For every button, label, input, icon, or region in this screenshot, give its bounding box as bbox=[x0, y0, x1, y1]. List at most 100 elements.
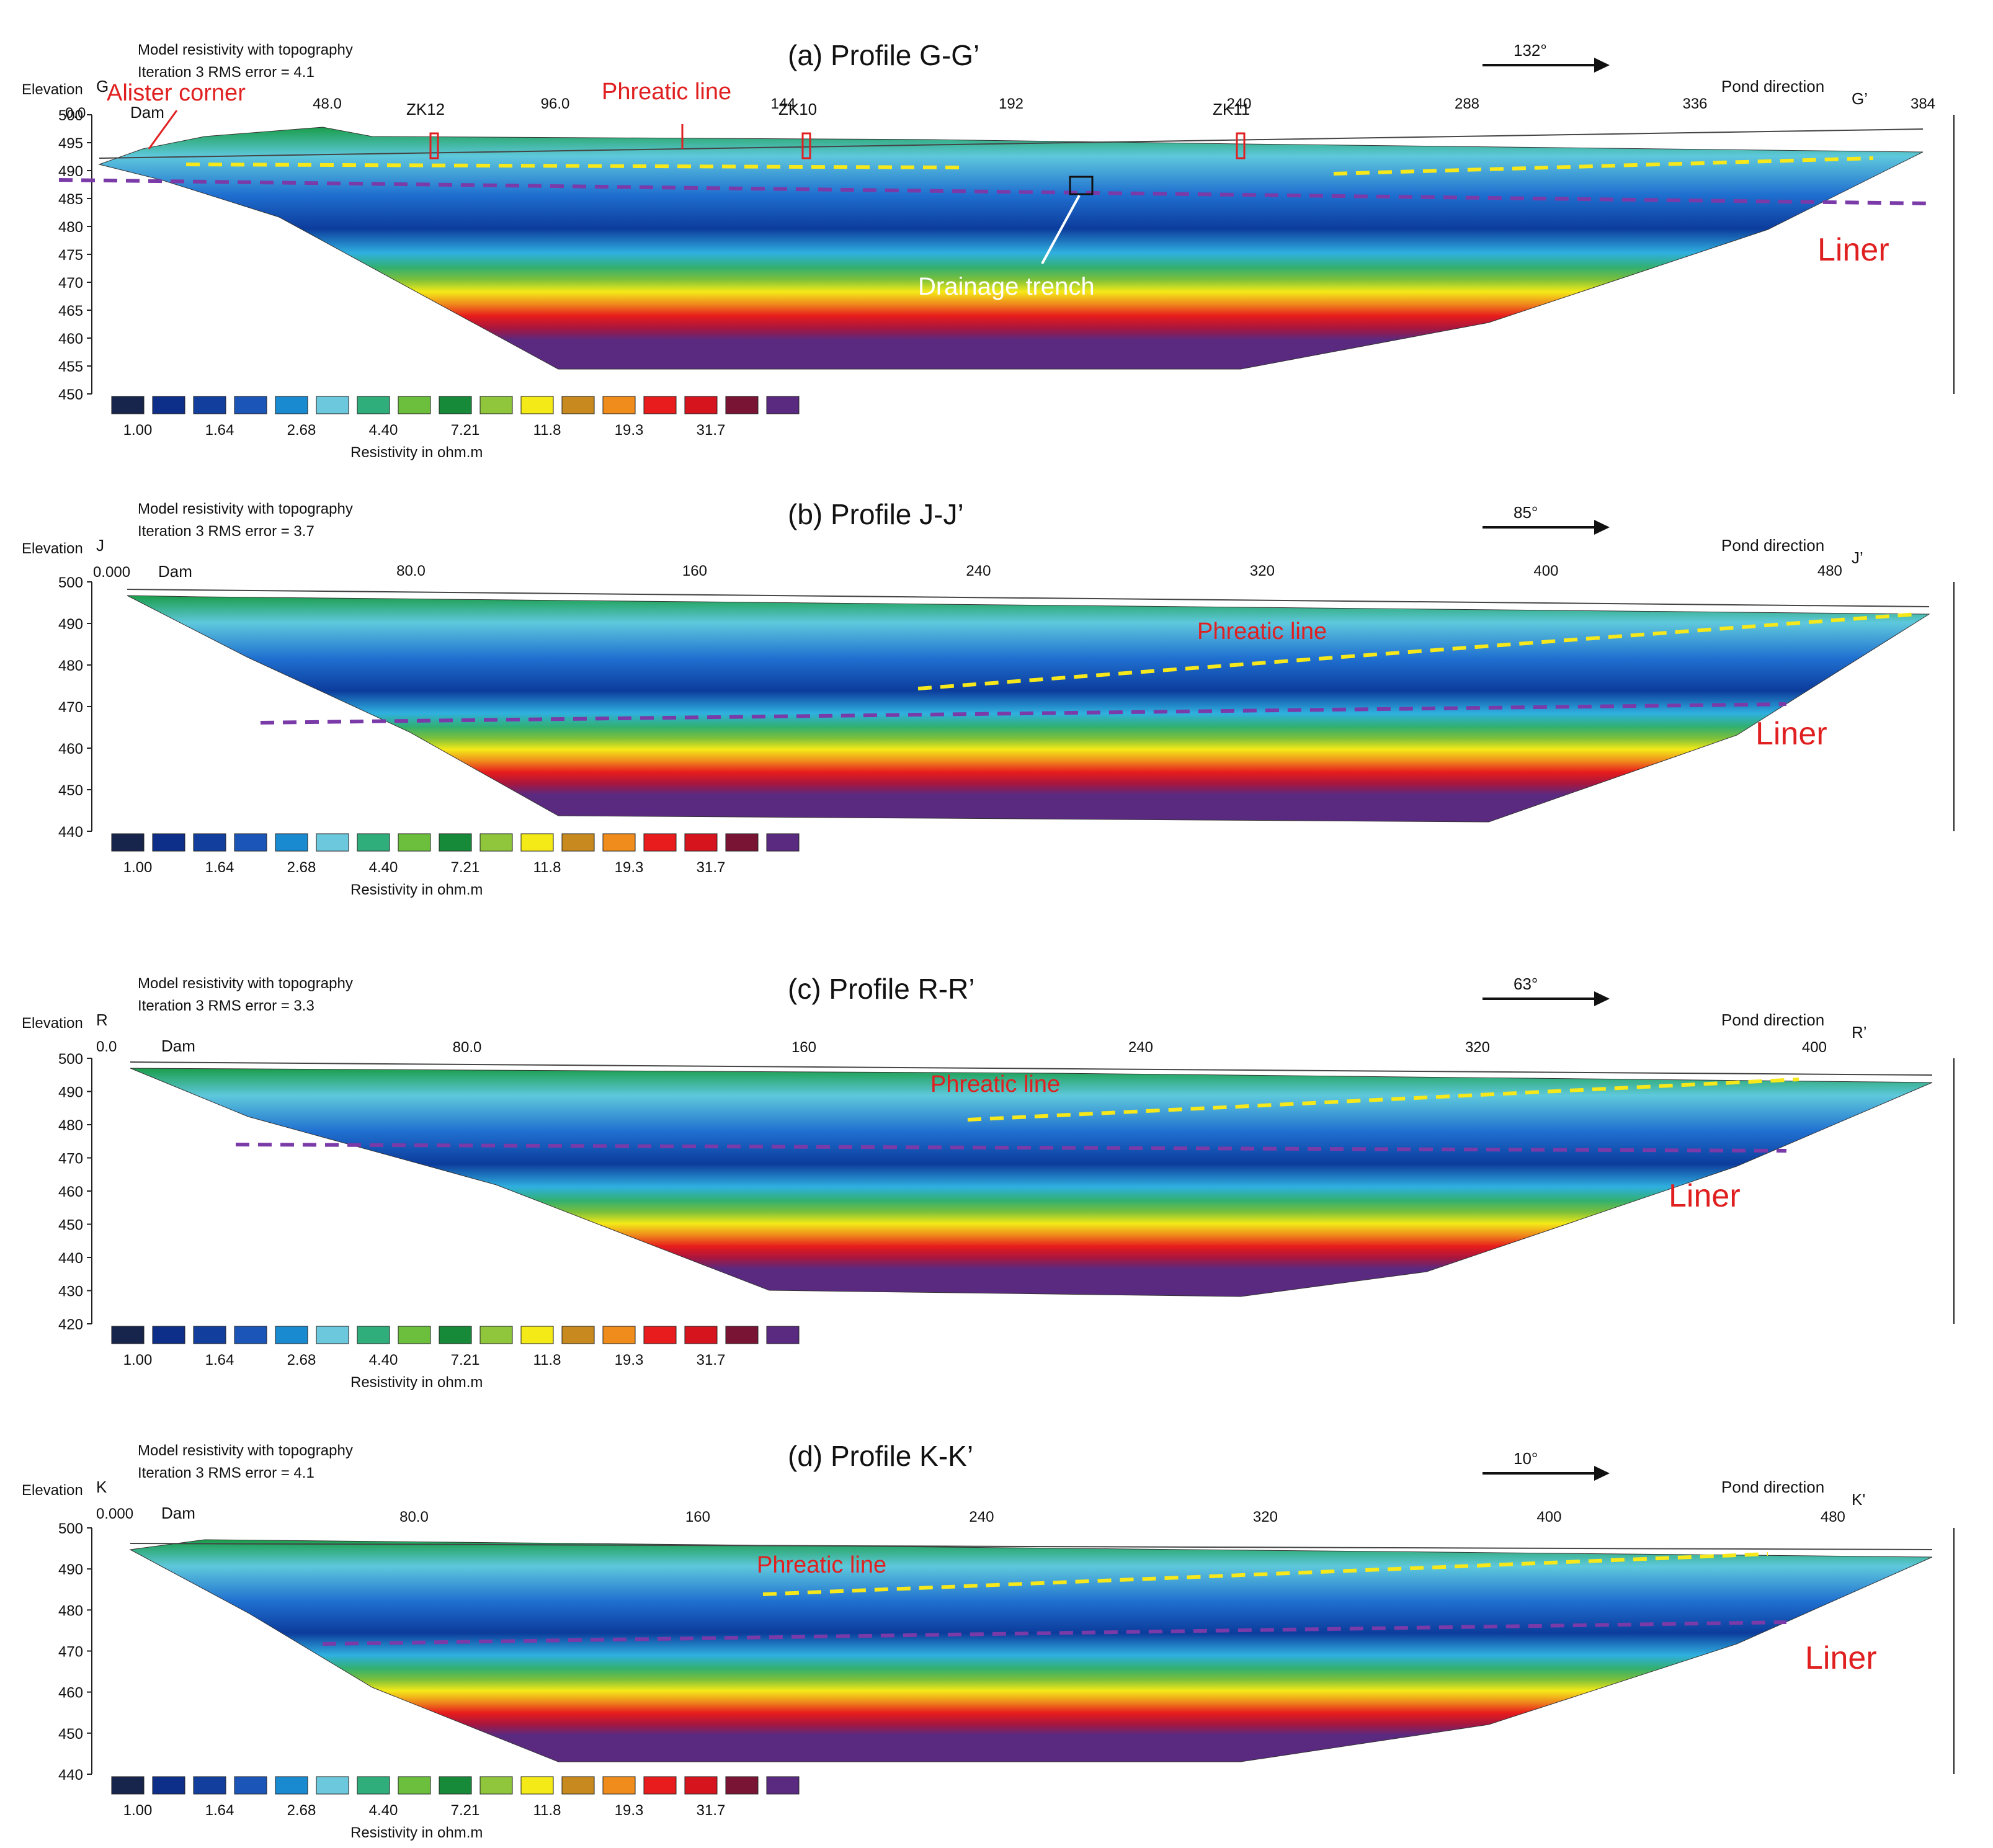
y-tick-label: 450 bbox=[58, 1726, 83, 1743]
legend-swatch bbox=[520, 1326, 554, 1344]
x-tick-label: 240 bbox=[1128, 1039, 1153, 1056]
legend-swatch bbox=[111, 1326, 145, 1344]
y-tick-label: 450 bbox=[58, 1217, 83, 1234]
zero-label: 0.0 bbox=[96, 1038, 117, 1055]
liner-label: Liner bbox=[1669, 1178, 1741, 1214]
start-label: G bbox=[96, 77, 109, 96]
legend-label: 1.00 bbox=[123, 422, 153, 439]
legend-swatch bbox=[316, 1776, 349, 1795]
legend-swatch bbox=[520, 1776, 554, 1795]
x-tick-label: 80.0 bbox=[396, 563, 426, 579]
legend-swatch bbox=[766, 833, 800, 852]
topography-line bbox=[127, 589, 1930, 607]
legend-label: 1.00 bbox=[123, 1352, 153, 1368]
legend-label: 1.00 bbox=[123, 859, 153, 876]
legend-swatch bbox=[398, 1326, 431, 1344]
y-tick-label: 480 bbox=[58, 658, 83, 674]
legend-swatch bbox=[725, 1776, 759, 1795]
end-label: G’ bbox=[1852, 89, 1868, 108]
legend-label: 19.3 bbox=[615, 859, 644, 876]
dam-label: Dam bbox=[158, 562, 192, 581]
start-label: K bbox=[96, 1478, 107, 1496]
pond-direction-label: Pond direction bbox=[1721, 1011, 1824, 1029]
legend-label: 11.8 bbox=[533, 422, 561, 439]
legend-label: 2.68 bbox=[287, 1802, 316, 1819]
resistivity-section bbox=[130, 1068, 1933, 1297]
pond-direction-label: Pond direction bbox=[1721, 536, 1824, 555]
start-label: R bbox=[96, 1011, 108, 1029]
legend-swatch bbox=[520, 396, 554, 414]
header-rms-text: Iteration 3 RMS error = 3.3 bbox=[138, 998, 314, 1014]
drainage-trench-label: Drainage trench bbox=[918, 273, 1095, 300]
legend-label: 1.64 bbox=[205, 859, 234, 876]
legend-swatch bbox=[766, 396, 800, 414]
y-tick-label: 460 bbox=[58, 1685, 83, 1702]
resistivity-section bbox=[127, 595, 1930, 823]
y-tick-label: 470 bbox=[58, 699, 83, 716]
legend-swatch bbox=[398, 1776, 431, 1795]
legend-swatch bbox=[643, 396, 677, 414]
legend-swatch bbox=[234, 1776, 267, 1795]
legend-swatch bbox=[193, 1776, 226, 1795]
legend-swatch bbox=[152, 833, 185, 852]
legend-swatch bbox=[275, 833, 308, 852]
legend-label: 31.7 bbox=[697, 859, 726, 876]
resistivity-section bbox=[129, 1539, 1933, 1762]
legend-swatch bbox=[684, 1326, 718, 1344]
x-tick-label: 80.0 bbox=[399, 1509, 429, 1525]
legend-label: 7.21 bbox=[451, 859, 480, 876]
liner-line bbox=[260, 702, 1787, 725]
legend-title: Resistivity in ohm.m bbox=[350, 1374, 483, 1391]
legend-swatch bbox=[725, 1326, 759, 1344]
x-tick-label: 96.0 bbox=[541, 96, 570, 112]
x-tick-label: 320 bbox=[1250, 563, 1275, 579]
legend-label: 7.21 bbox=[451, 1352, 480, 1368]
y-tick-label: 500 bbox=[58, 1520, 83, 1537]
y-tick-label: 460 bbox=[58, 331, 83, 347]
y-tick-label: 500 bbox=[58, 1051, 83, 1068]
borehole-label: ZK10 bbox=[778, 100, 817, 118]
legend: 1.00 1.64 2.68 4.40 7.21 11.8 19.3 31.7 Resistiv… bbox=[111, 1776, 800, 1841]
panel-title: (a) Profile G-G’ bbox=[788, 39, 979, 71]
y-tick-label: 470 bbox=[58, 1644, 83, 1661]
x-tick-label: 384 bbox=[1911, 96, 1935, 112]
y-tick-label: 470 bbox=[58, 275, 83, 292]
x-tick-label: 288 bbox=[1455, 96, 1479, 112]
x-tick-label: 400 bbox=[1802, 1039, 1827, 1056]
legend-swatch bbox=[439, 1326, 472, 1344]
panel-b: Model resistivity with topography Iterati… bbox=[22, 498, 1955, 898]
end-label: R’ bbox=[1852, 1023, 1867, 1042]
y-tick-label: 480 bbox=[58, 219, 83, 236]
dam-label: Dam bbox=[130, 103, 164, 122]
legend-swatch bbox=[398, 833, 431, 852]
liner-label: Liner bbox=[1817, 232, 1889, 268]
legend-swatch bbox=[193, 396, 226, 414]
legend-swatch bbox=[357, 396, 390, 414]
zero-label: 0.000 bbox=[96, 1506, 133, 1522]
legend-label: 11.8 bbox=[533, 859, 561, 876]
y-tick-label: 455 bbox=[58, 359, 83, 375]
phreatic-line bbox=[1333, 156, 1874, 176]
panel-d: Model resistivity with topography Iterati… bbox=[22, 1440, 1955, 1841]
legend-label: 31.7 bbox=[697, 1802, 726, 1819]
legend-label: 2.68 bbox=[287, 859, 316, 876]
legend-swatch bbox=[152, 396, 185, 414]
elevation-label: Elevation bbox=[22, 1482, 83, 1499]
y-tick-label: 470 bbox=[58, 1151, 83, 1167]
legend-label: 31.7 bbox=[697, 1352, 726, 1368]
legend-swatch bbox=[111, 833, 145, 852]
y-tick-label: 490 bbox=[58, 163, 83, 180]
y-tick-label: 440 bbox=[58, 1250, 83, 1267]
legend-label: 19.3 bbox=[615, 1352, 644, 1368]
legend-swatch bbox=[684, 1776, 718, 1795]
borehole-marker bbox=[1236, 132, 1246, 159]
y-tick-label: 450 bbox=[58, 782, 83, 799]
legend-swatch bbox=[234, 833, 267, 852]
x-tick-label: 400 bbox=[1533, 563, 1558, 579]
legend-swatch bbox=[520, 833, 554, 852]
legend-swatch bbox=[561, 1326, 595, 1344]
phreatic-line-label: Phreatic line bbox=[930, 1071, 1060, 1097]
panel-title: (c) Profile R-R’ bbox=[788, 973, 975, 1005]
x-tick-label: 400 bbox=[1536, 1509, 1561, 1525]
elevation-label: Elevation bbox=[22, 1015, 83, 1032]
